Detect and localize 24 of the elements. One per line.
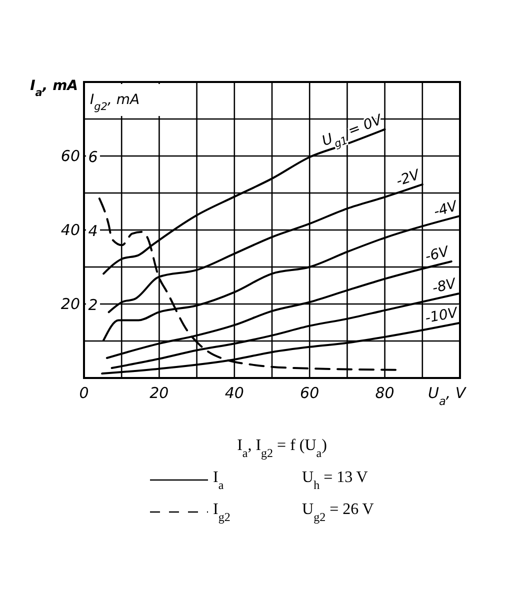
y2-tick-label: 4: [88, 222, 98, 240]
text: U$_{g2}$ = 26 V: [302, 501, 374, 524]
text: -6V: [424, 243, 452, 266]
y2-tick-label: 2: [88, 296, 98, 314]
y2-axis-title: I$_{g2}$, mA: [90, 92, 140, 113]
y-tick-label: 20: [60, 295, 80, 313]
x-axis-title: U$_{a}$, V: [428, 384, 468, 408]
x-tick-label: 20: [150, 384, 169, 402]
text: U$_{h}$ = 13 V: [302, 469, 368, 492]
y-axis-title: I$_{a}$, mA: [30, 78, 78, 99]
text: -8V: [430, 276, 459, 297]
x-tick-label: 80: [375, 384, 394, 402]
x-tick-label: 40: [224, 384, 244, 402]
text: I$_{a}$: [213, 469, 224, 492]
text: I$_{a}$, I$_{g2}$ = f (U$_{a}$): [237, 437, 327, 460]
legend-label: I$_{g2}$: [213, 501, 230, 524]
text: -2V: [394, 166, 424, 190]
x-tick-label: 60: [300, 384, 320, 402]
text: -10V: [424, 304, 460, 327]
x-tick-label: 0: [79, 384, 89, 402]
text: -4V: [432, 198, 460, 220]
y2-tick-label: 6: [88, 148, 98, 166]
y-tick-label: 60: [60, 147, 80, 165]
y-tick-label: 40: [60, 221, 80, 239]
